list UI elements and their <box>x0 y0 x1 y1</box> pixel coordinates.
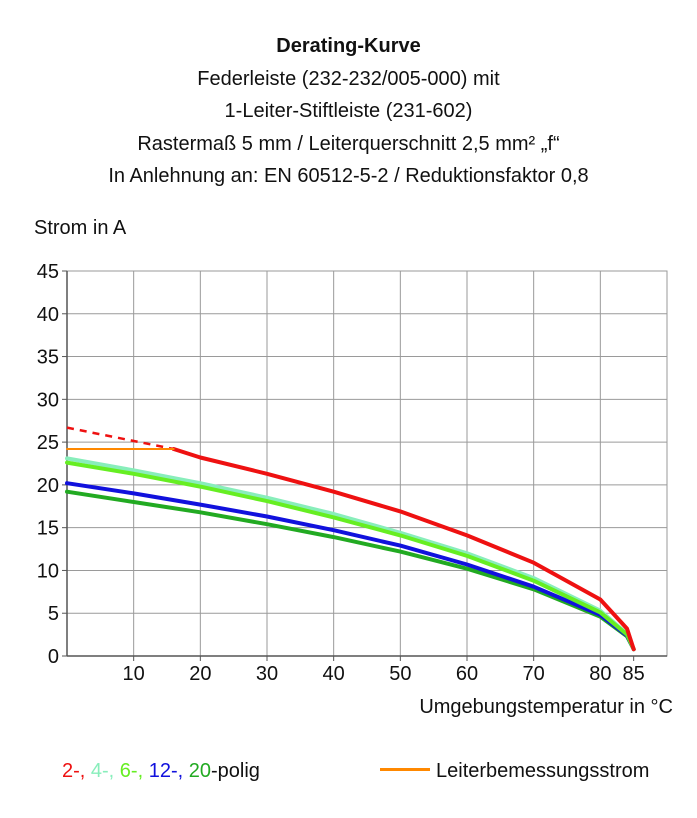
subtitle-line-2: 1-Leiter-Stiftleiste (231-602) <box>224 100 473 122</box>
y-tick-label: 10 <box>37 560 59 582</box>
series-line-2-extrapolated <box>66 426 174 451</box>
y-tick-label: 35 <box>37 347 59 369</box>
x-tick-label: 60 <box>456 663 478 685</box>
y-tick-label: 25 <box>37 432 59 454</box>
y-tick-label: 45 <box>37 261 59 283</box>
y-tick-label: 5 <box>48 603 59 625</box>
series-line-2 <box>171 447 636 652</box>
x-axis-label: Umgebungstemperatur in °C <box>419 696 673 718</box>
series-line-6 <box>65 460 636 652</box>
y-tick-label: 20 <box>37 475 59 497</box>
legend-pole-counts: 2-, 4-, 6-, 12-, 20-polig <box>62 760 260 783</box>
y-tick-label: 0 <box>48 646 59 668</box>
x-tick-label: 80 <box>589 663 611 685</box>
legend-item-1: 4-, <box>85 760 115 782</box>
subtitle-line-3: Rastermaß 5 mm / Leiterquerschnitt 2,5 m… <box>137 132 560 155</box>
legend-item-4: 20 <box>183 760 211 782</box>
legend-item-3: 12-, <box>143 760 184 782</box>
x-tick-label: 85 <box>623 663 645 685</box>
x-tick-label: 70 <box>523 663 545 685</box>
legend-item-5: -polig <box>211 760 260 782</box>
y-axis-label: Strom in A <box>34 217 127 239</box>
subtitle-line-1: Federleiste (232-232/005-000) mit <box>197 67 500 90</box>
y-tick-label: 40 <box>37 304 59 326</box>
chart-titles: Derating-Kurve Federleiste (232-232/005-… <box>0 30 697 193</box>
x-tick-label: 50 <box>389 663 411 685</box>
chart-title: Derating-Kurve <box>276 35 421 57</box>
legend-rated-current-swatch <box>380 768 430 772</box>
legend-rated-current: Leiterbemessungsstrom <box>380 760 649 783</box>
x-tick-label: 40 <box>323 663 345 685</box>
legend-rated-current-label: Leiterbemessungsstrom <box>436 760 650 782</box>
legend-item-0: 2-, <box>62 760 86 782</box>
plot-area <box>66 270 668 657</box>
subtitle-line-4: In Anlehnung an: EN 60512-5-2 / Reduktio… <box>108 165 589 187</box>
legend-item-2: 6-, <box>114 760 144 782</box>
x-tick-label: 20 <box>189 663 211 685</box>
y-tick-label: 30 <box>37 389 59 411</box>
x-tick-label: 10 <box>123 663 145 685</box>
x-tick-label: 30 <box>256 663 278 685</box>
y-tick-label: 15 <box>37 518 59 540</box>
